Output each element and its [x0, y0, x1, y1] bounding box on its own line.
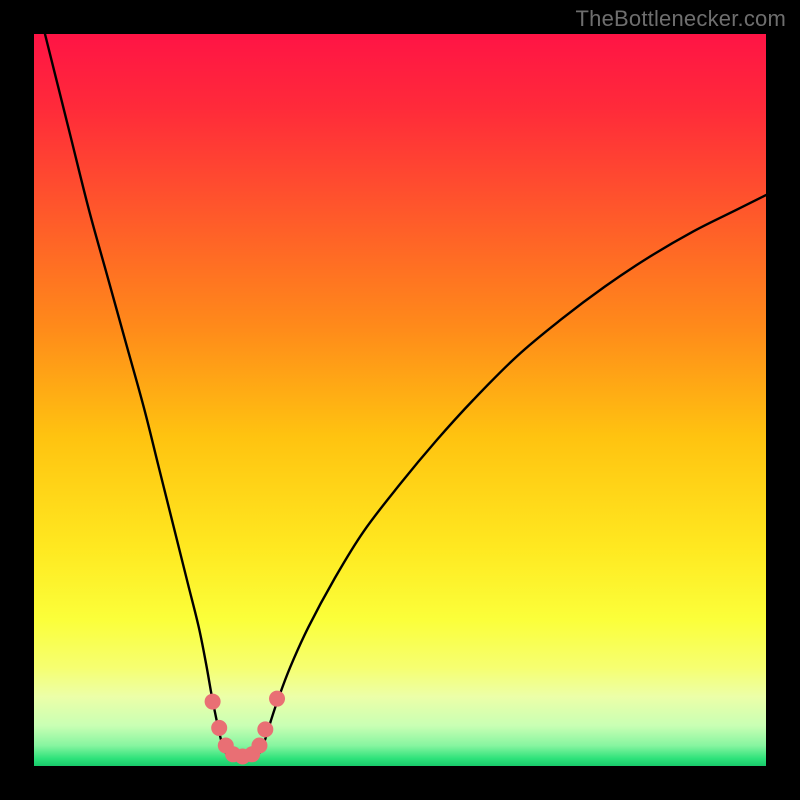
- marker-point: [211, 720, 227, 736]
- chart-stage: TheBottlenecker.com: [0, 0, 800, 800]
- watermark-text: TheBottlenecker.com: [576, 6, 786, 32]
- marker-point: [269, 691, 285, 707]
- marker-point: [251, 738, 267, 754]
- marker-point: [257, 721, 273, 737]
- chart-svg: [0, 0, 800, 800]
- plot-gradient-background: [34, 34, 766, 766]
- marker-point: [205, 694, 221, 710]
